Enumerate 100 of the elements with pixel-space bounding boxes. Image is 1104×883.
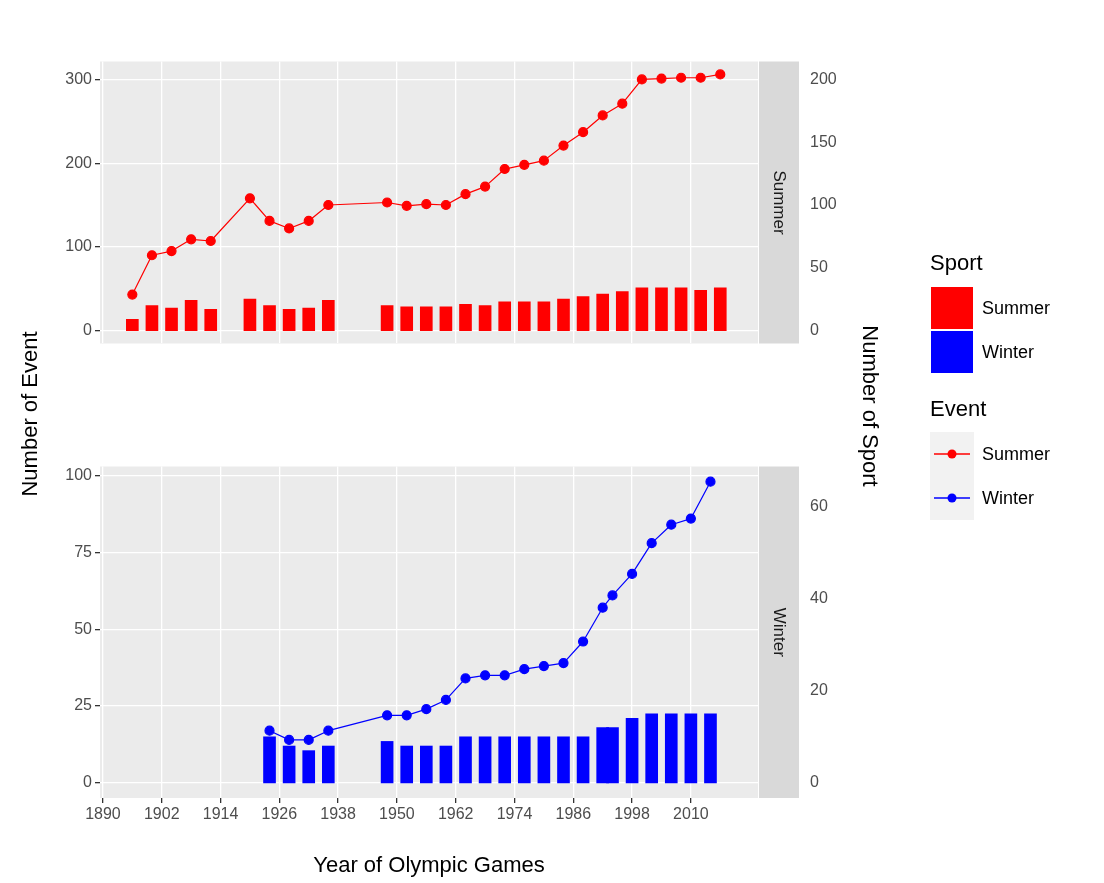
x-tick-label: 1998 bbox=[614, 805, 650, 823]
bar bbox=[400, 306, 414, 331]
point bbox=[607, 590, 618, 601]
point bbox=[715, 69, 726, 80]
point bbox=[186, 234, 197, 245]
bar bbox=[664, 713, 678, 784]
point bbox=[284, 223, 295, 234]
y2-tick-label: 60 bbox=[810, 496, 828, 514]
bar bbox=[557, 298, 570, 331]
point bbox=[264, 725, 275, 736]
point bbox=[401, 710, 412, 721]
bar bbox=[576, 296, 590, 331]
point bbox=[626, 568, 638, 579]
point bbox=[303, 734, 314, 745]
bar bbox=[380, 741, 394, 784]
y-tick-label: 50 bbox=[74, 619, 93, 637]
y2-tick-label: 20 bbox=[810, 681, 828, 699]
point bbox=[244, 193, 256, 204]
point bbox=[597, 602, 608, 613]
bar bbox=[419, 306, 433, 331]
bar bbox=[165, 307, 178, 331]
point bbox=[460, 189, 471, 200]
point bbox=[636, 74, 647, 85]
y2-tick-label: 100 bbox=[810, 195, 837, 213]
bar bbox=[184, 300, 198, 331]
point bbox=[666, 519, 677, 530]
x-tick-label: 2010 bbox=[673, 805, 709, 823]
bar bbox=[439, 306, 453, 331]
point bbox=[480, 670, 491, 681]
bar bbox=[557, 736, 570, 784]
point bbox=[382, 710, 393, 721]
point bbox=[558, 657, 569, 669]
y-tick-label: 100 bbox=[65, 465, 93, 483]
bar bbox=[684, 713, 698, 784]
bar bbox=[145, 305, 159, 331]
text: Winter bbox=[770, 607, 790, 658]
bar bbox=[380, 305, 394, 331]
bar bbox=[517, 301, 531, 331]
point bbox=[656, 73, 667, 84]
point bbox=[558, 140, 569, 151]
point bbox=[685, 513, 696, 524]
x-tick-label: 1986 bbox=[555, 805, 592, 823]
bar bbox=[615, 291, 629, 331]
point bbox=[401, 200, 412, 211]
bar bbox=[704, 713, 717, 784]
point bbox=[499, 670, 510, 681]
x-tick-label: 1950 bbox=[379, 805, 415, 823]
text: Summer bbox=[770, 170, 790, 235]
bar bbox=[126, 318, 139, 331]
point bbox=[480, 181, 491, 192]
legend-label: Summer bbox=[982, 443, 1051, 465]
bar bbox=[302, 750, 316, 784]
bar bbox=[674, 287, 688, 331]
y-tick-label: 300 bbox=[65, 69, 93, 87]
point bbox=[284, 734, 295, 745]
bar bbox=[204, 308, 218, 331]
point bbox=[440, 694, 451, 706]
y-tick-label: 100 bbox=[65, 237, 93, 255]
y2-tick-label: 0 bbox=[810, 321, 819, 338]
point bbox=[146, 250, 158, 261]
bar bbox=[419, 745, 433, 784]
y2-tick-label: 150 bbox=[810, 132, 837, 150]
bar bbox=[635, 287, 649, 331]
x-tick-label: 1974 bbox=[496, 805, 533, 823]
bar bbox=[439, 745, 453, 784]
point bbox=[440, 199, 451, 211]
legend-label: Winter bbox=[982, 341, 1035, 363]
x-tick-label: 1902 bbox=[143, 805, 180, 823]
bar bbox=[537, 301, 551, 331]
bar bbox=[400, 745, 414, 784]
point bbox=[675, 72, 687, 83]
point bbox=[695, 72, 706, 83]
point bbox=[538, 155, 549, 166]
legend-title: Sport bbox=[930, 250, 984, 276]
bar bbox=[321, 745, 335, 784]
x-tick-label: 1914 bbox=[202, 805, 239, 823]
point bbox=[382, 197, 393, 208]
point bbox=[538, 661, 549, 672]
bar bbox=[498, 736, 512, 784]
point bbox=[597, 110, 608, 121]
point bbox=[499, 163, 510, 175]
point bbox=[323, 725, 334, 736]
point bbox=[264, 215, 275, 227]
y2-tick-label: 50 bbox=[810, 258, 828, 276]
y2-tick-label: 40 bbox=[810, 588, 828, 606]
y2-tick-label: 0 bbox=[810, 773, 819, 791]
point bbox=[205, 235, 216, 247]
bar bbox=[459, 303, 472, 331]
x-tick-label: 1926 bbox=[261, 805, 298, 823]
bar bbox=[576, 736, 590, 784]
legend-label: Winter bbox=[982, 487, 1035, 509]
x-axis-title: Year of Olympic Games bbox=[313, 851, 545, 877]
bar bbox=[459, 736, 472, 784]
bar bbox=[282, 308, 296, 331]
point bbox=[421, 199, 432, 210]
point bbox=[705, 476, 716, 487]
y-axis-title: Number of Event bbox=[17, 331, 43, 497]
bar bbox=[694, 290, 708, 331]
bar bbox=[596, 293, 610, 331]
point bbox=[617, 98, 628, 109]
